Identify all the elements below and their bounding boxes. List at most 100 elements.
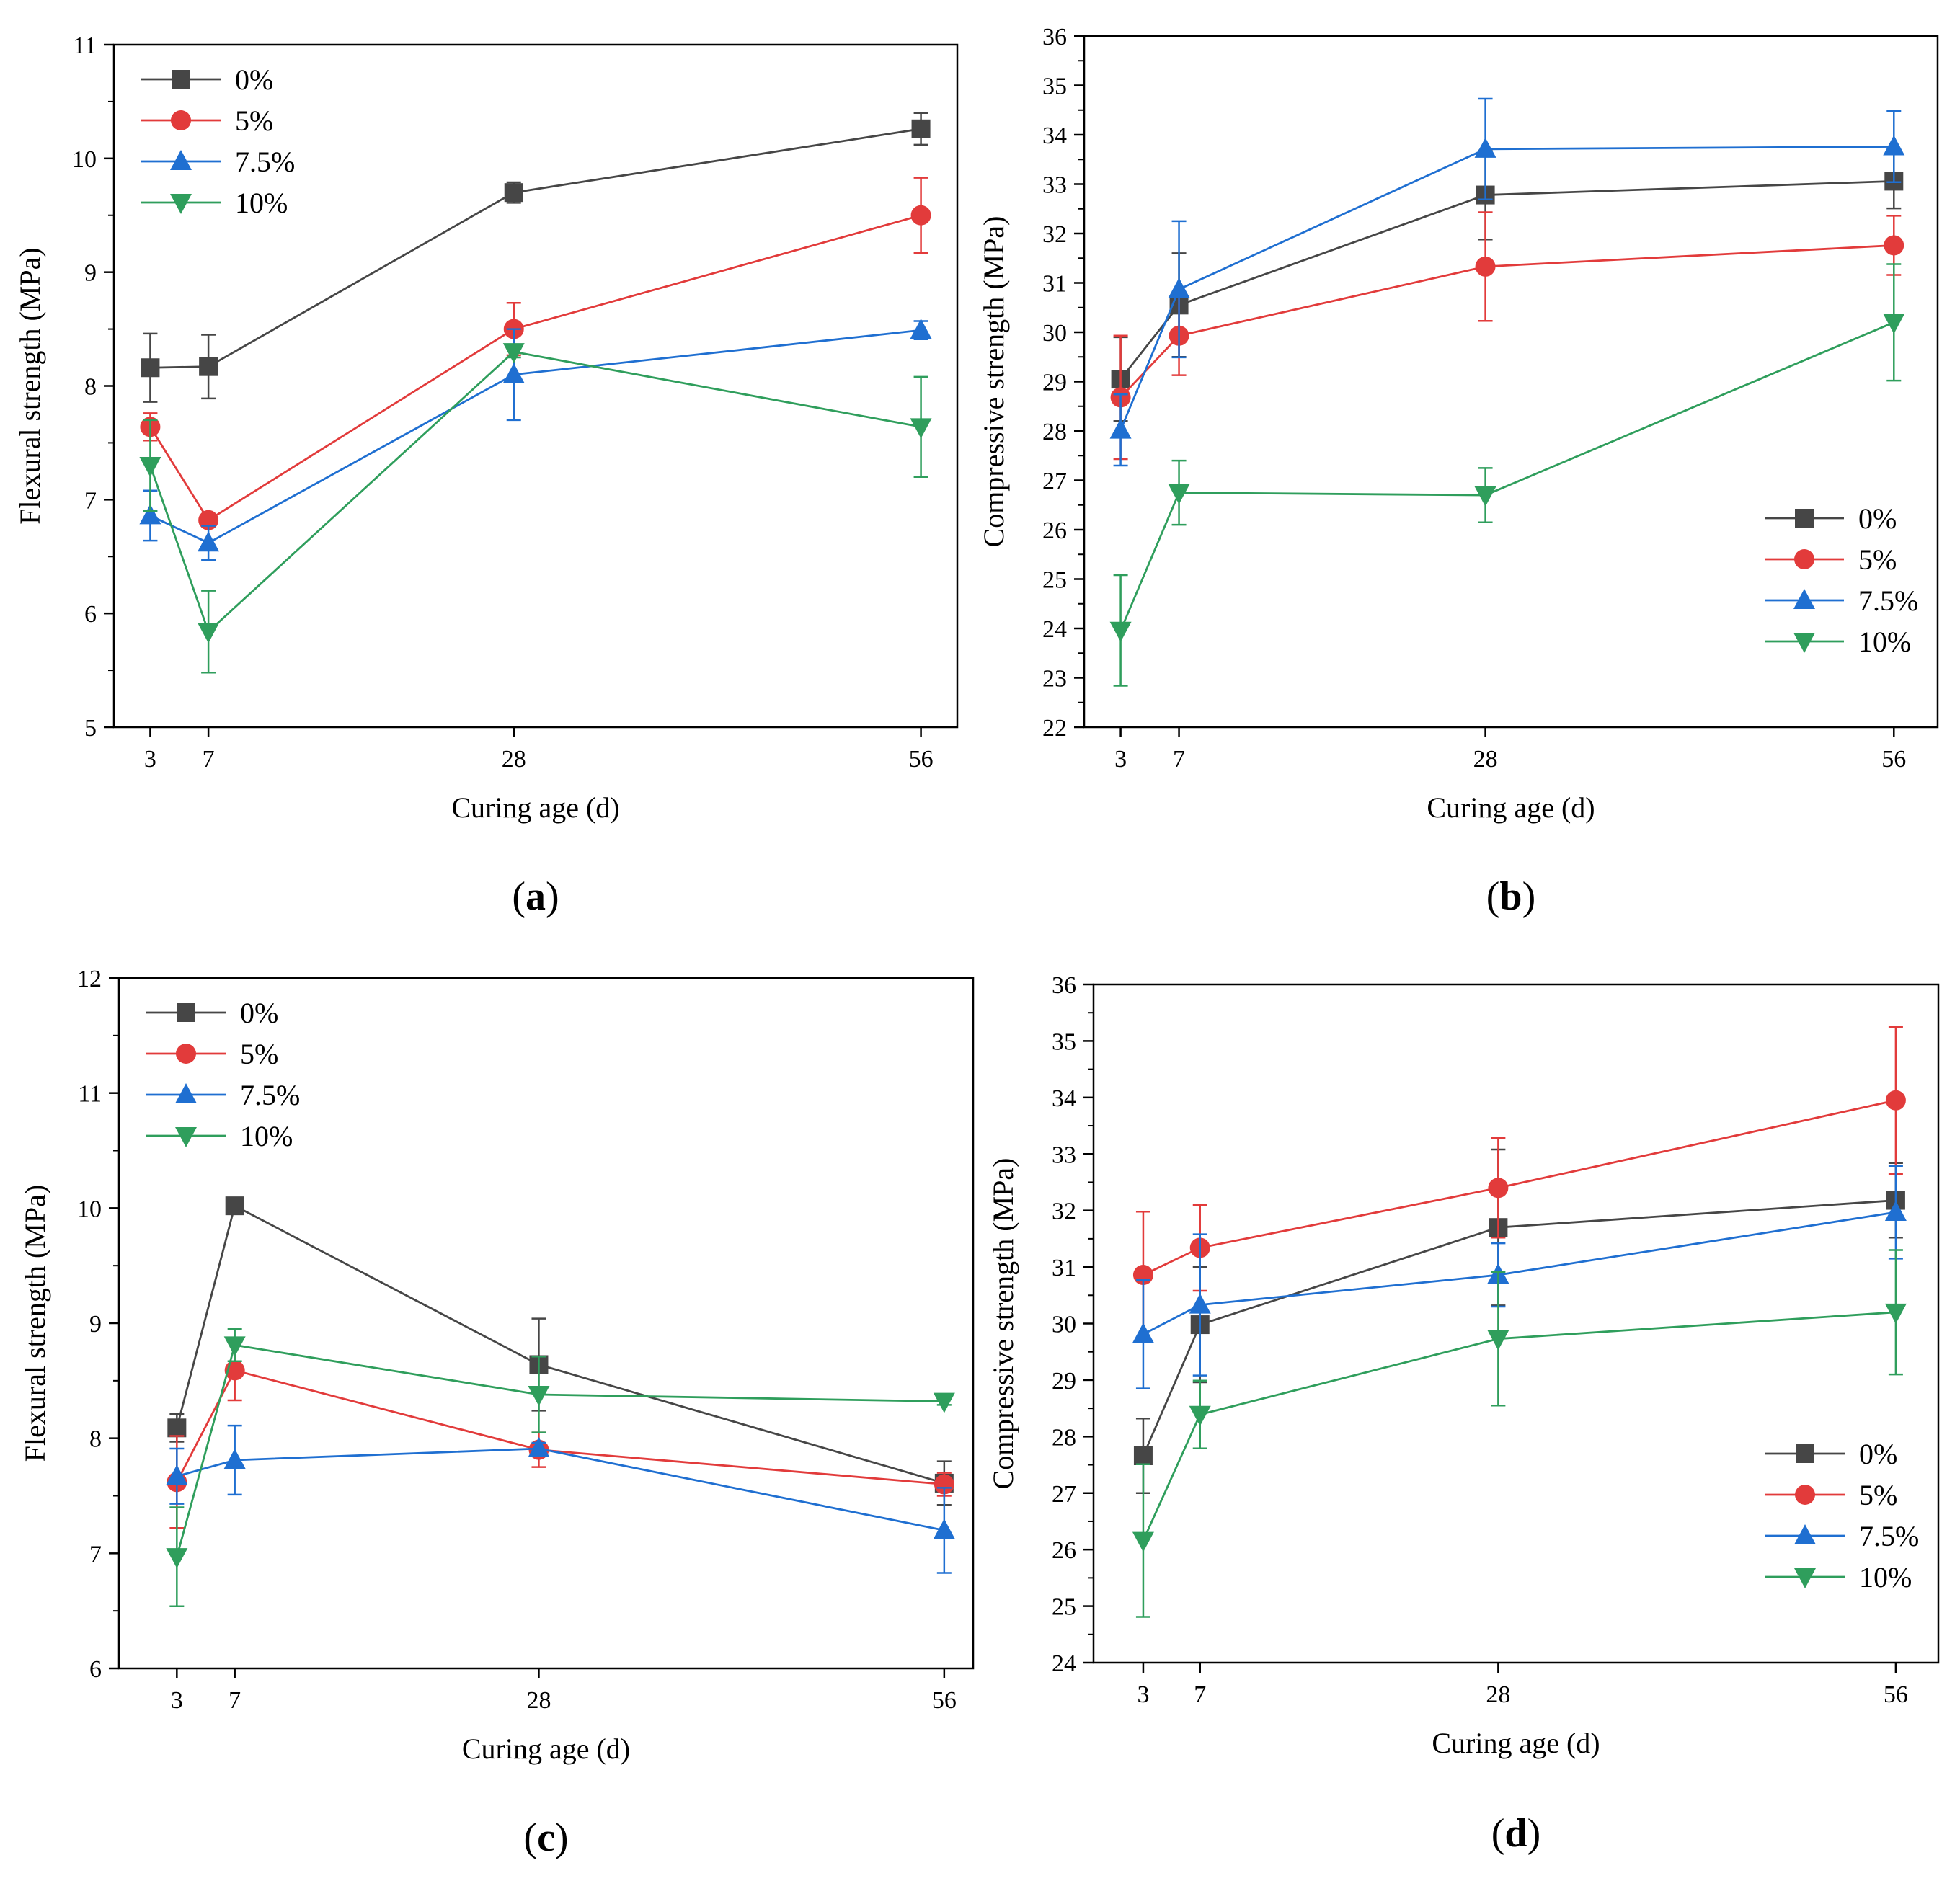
series-0pct (141, 112, 931, 403)
data-point (166, 1464, 188, 1485)
legend-label: 10% (1859, 1561, 1912, 1593)
data-point (504, 183, 523, 203)
y-tick-label: 6 (84, 601, 97, 628)
series-10pct (166, 1328, 955, 1608)
series-7-5pct (139, 319, 932, 561)
legend-entry-7-5pct: 7.5% (141, 146, 295, 178)
x-tick-label: 28 (1473, 746, 1498, 773)
x-tick-label: 3 (171, 1687, 183, 1714)
legend-marker (172, 70, 190, 89)
y-tick-label: 23 (1042, 666, 1067, 693)
x-axis-title: Curing age (d) (1427, 791, 1595, 824)
y-axis-title: Compressive strength (MPa) (977, 216, 1010, 548)
data-point (1487, 1330, 1509, 1351)
legend-marker (1796, 1444, 1814, 1463)
y-tick-label: 32 (1052, 1199, 1076, 1225)
legend-entry-0pct: 0% (146, 997, 278, 1029)
legend-label: 0% (1859, 1438, 1897, 1470)
series-line (150, 128, 921, 369)
y-tick-label: 28 (1052, 1424, 1076, 1451)
legend-marker (1793, 589, 1815, 609)
series-7-5pct (1109, 97, 1905, 467)
y-tick-label: 25 (1042, 567, 1067, 594)
x-tick-label: 28 (502, 746, 526, 773)
panel-label: (d) (1491, 1811, 1540, 1856)
data-point (1168, 277, 1190, 298)
x-tick-label: 56 (1884, 1681, 1908, 1708)
legend-label: 5% (1858, 543, 1897, 576)
y-tick-label: 9 (84, 260, 97, 287)
legend-entry-7-5pct: 7.5% (1765, 584, 1918, 617)
data-point (1885, 1090, 1906, 1111)
data-point (910, 418, 932, 439)
legend-label: 0% (235, 63, 273, 96)
series-line (1119, 179, 1894, 380)
legend-entry-10pct: 10% (1765, 626, 1911, 658)
panel-label: (a) (512, 874, 559, 919)
y-axis-title: Compressive strength (MPa) (987, 1158, 1019, 1490)
data-point (1884, 1303, 1907, 1324)
legend-entry-0pct: 0% (1765, 502, 1897, 535)
data-point (911, 119, 931, 138)
legend-entry-5pct: 5% (1765, 543, 1897, 576)
data-point (199, 357, 218, 376)
series-line (149, 350, 921, 633)
x-axis-title: Curing age (d) (1432, 1727, 1600, 1759)
data-point (910, 205, 931, 226)
data-point (1884, 235, 1904, 256)
x-axis-title: Curing age (d) (462, 1733, 630, 1765)
y-tick-label: 31 (1042, 271, 1067, 298)
series-10pct (1109, 263, 1905, 687)
y-tick-label: 33 (1052, 1142, 1076, 1168)
y-tick-label: 8 (84, 374, 97, 401)
series-line (1142, 1311, 1897, 1542)
legend-label: 10% (235, 187, 288, 219)
legend-marker (1793, 633, 1815, 653)
y-tick-label: 35 (1052, 1028, 1076, 1055)
y-tick-label: 12 (77, 966, 102, 992)
legend-label: 5% (235, 104, 273, 137)
legend-marker (170, 150, 192, 170)
y-tick-label: 24 (1042, 616, 1067, 643)
series-7-5pct (1132, 1165, 1907, 1389)
series-line (1143, 1099, 1897, 1276)
legend: 0% 5% 7.5% 10% (1765, 1438, 1919, 1593)
series-line (1143, 1211, 1897, 1335)
legend-entry-10pct: 10% (1765, 1561, 1912, 1593)
y-tick-label: 10 (72, 146, 97, 173)
y-tick-label: 7 (89, 1541, 102, 1568)
legend-label: 7.5% (235, 146, 295, 178)
data-point (528, 1385, 550, 1406)
data-point (502, 343, 525, 364)
legend-entry-10pct: 10% (146, 1120, 293, 1152)
legend-marker (176, 1044, 196, 1064)
y-tick-label: 35 (1042, 74, 1067, 100)
series-line (175, 1204, 945, 1485)
y-tick-label: 27 (1042, 468, 1067, 495)
series-10pct (1132, 1249, 1907, 1618)
data-point (1474, 486, 1496, 507)
x-tick-label: 3 (144, 746, 156, 773)
y-tick-label: 26 (1042, 517, 1067, 544)
panel-letter: a (526, 874, 546, 919)
series-5pct (167, 1339, 954, 1529)
legend-marker (175, 1127, 197, 1147)
legend-entry-0pct: 0% (1765, 1438, 1897, 1470)
series-line (176, 1369, 944, 1485)
y-tick-label: 33 (1042, 172, 1067, 199)
series-line (149, 214, 921, 522)
x-tick-label: 7 (203, 746, 215, 773)
data-point (139, 504, 161, 525)
series-line (149, 329, 921, 544)
series-0pct (1133, 1148, 1905, 1494)
data-point (1132, 1531, 1154, 1552)
legend-marker (171, 110, 191, 130)
data-point (1883, 135, 1905, 156)
x-tick-label: 3 (1137, 1681, 1149, 1708)
data-point (1474, 137, 1496, 158)
y-tick-label: 27 (1052, 1481, 1076, 1508)
data-point (166, 1548, 188, 1569)
data-point (198, 623, 220, 644)
plot-frame (1092, 983, 1940, 1664)
x-tick-label: 56 (1881, 746, 1906, 773)
